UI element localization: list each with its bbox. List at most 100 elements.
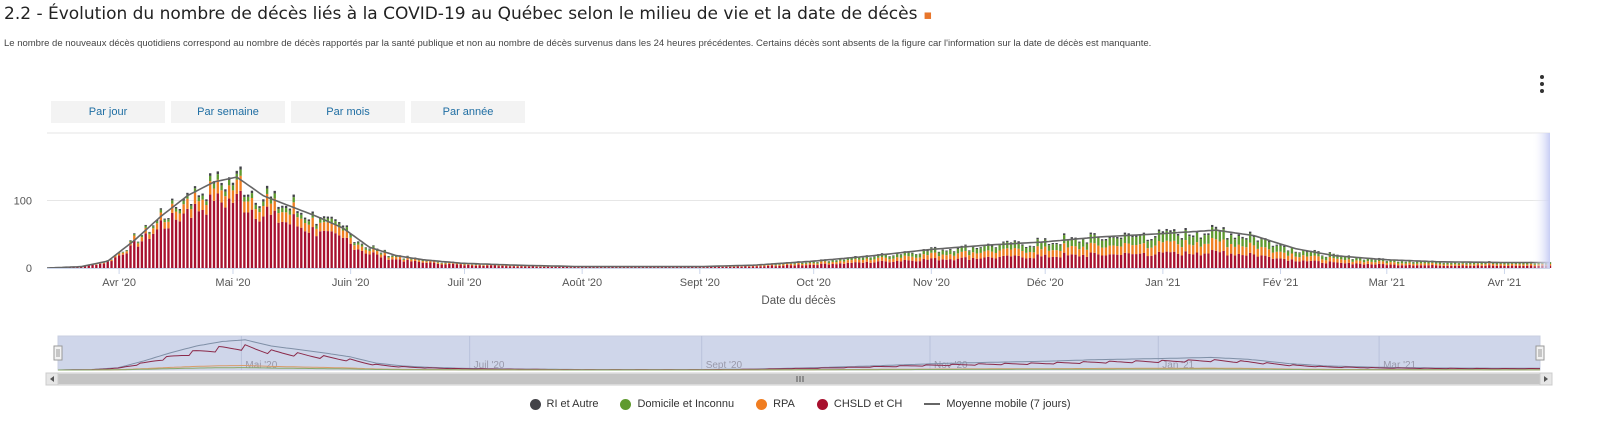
range-button-par-annee[interactable]: Par année [411,101,525,123]
moving-average-line [46,176,1550,269]
bar-segment [1085,249,1089,257]
bar-segment [140,234,144,236]
bar-segment [1324,263,1328,268]
bar-segment [220,182,223,186]
legend-item-moyenne-mobile[interactable]: Moyenne mobile (7 jours) [924,398,1071,410]
bar-segment [911,253,914,257]
bar-segment [1085,243,1089,250]
bar-segment [1431,262,1434,266]
bar-segment [125,250,128,252]
bar-segment [1222,227,1225,230]
bar-segment [599,267,603,268]
bar-segment [914,257,918,262]
bar-segment [1097,238,1100,246]
bar-segment [190,209,193,218]
bar-segment [171,212,174,268]
bar-segment [1188,244,1191,254]
range-button-par-jour[interactable]: Par jour [51,101,165,123]
bar-segment [463,264,466,266]
bar-segment [1351,261,1354,265]
hamburger-menu-icon[interactable] [1533,72,1551,100]
bar-segment [281,221,284,268]
bar-segment [1108,236,1111,238]
bar-segment [823,261,827,264]
bar-segment [265,188,269,194]
bar-segment [368,249,371,251]
bar-segment [892,258,895,262]
bar-segment [1002,248,1005,256]
legend-item-domicile[interactable]: Domicile et Inconnu [620,398,734,410]
bar-segment [956,253,960,259]
bar-segment [148,231,151,233]
bar-segment [1059,244,1062,246]
bar-segment [1028,257,1032,268]
bar-segment [334,233,337,268]
bar-segment [364,253,367,268]
bar-segment [262,216,265,268]
bar-segment [1431,265,1434,268]
range-button-par-semaine[interactable]: Par semaine [171,101,285,123]
bar-segment [1415,261,1419,264]
bar-segment [1321,256,1324,260]
bar-segment [216,171,219,175]
bar-segment [1385,263,1388,266]
bar-segment [1400,261,1404,264]
bar-segment [1112,254,1115,268]
bar-segment [1309,251,1313,257]
bar-segment [804,263,808,266]
bar-segment [1461,263,1464,266]
bar-segment [1495,265,1499,268]
bar-segment [918,254,922,258]
bar-segment [930,252,933,259]
legend-label: CHSLD et CH [833,398,903,410]
bar-segment [975,258,979,268]
bar-segment [861,257,865,258]
bar-segment [1397,265,1400,268]
bar-segment [144,224,147,226]
bar-segment [353,242,356,244]
bar-segment [1283,245,1286,248]
bar-segment [1286,250,1290,252]
bar-segment [1028,251,1032,258]
legend-item-chsld[interactable]: CHSLD et CH [816,398,903,410]
chart-title: 2.2 - Évolution du nombre de décès liés … [4,4,933,24]
bar-segment [216,174,219,180]
bar-segment [1006,255,1009,268]
bar-segment [1021,245,1024,251]
navigator-series-line [58,367,1540,371]
bar-segment [152,233,155,268]
bar-segment [1321,255,1324,257]
legend-item-ri-autre[interactable]: RI et Autre [529,398,598,410]
bar-segment [892,256,895,259]
range-button-par-mois[interactable]: Par mois [291,101,405,123]
bar-segment [136,241,140,243]
bar-segment [501,265,504,268]
bar-segment [1169,232,1172,242]
bar-segment [1089,232,1092,235]
bar-segment [945,250,948,252]
bar-segment [284,212,288,223]
bar-segment [994,258,998,268]
legend-item-rpa[interactable]: RPA [756,398,795,410]
bar-segment [983,257,986,268]
bar-segment [968,250,971,252]
bar-segment [592,267,595,268]
bar-segment [884,254,887,258]
bar-segment [1165,230,1168,241]
bar-segment [527,266,531,268]
bar-segment [1446,263,1449,265]
bar-segment [1192,254,1195,268]
bar-segment [1059,251,1062,258]
bar-segment [930,258,933,268]
bar-segment [1157,251,1161,268]
bar-segment [190,205,193,210]
bar-segment [148,232,151,235]
bar-segment [1362,264,1366,268]
bar-segment [311,211,314,214]
bar-segment [1135,236,1138,246]
bar-segment [1370,259,1373,262]
bar-segment [933,247,937,253]
bar-segment [1089,242,1092,253]
bar-segment [186,198,189,209]
bar-segment [436,262,440,263]
